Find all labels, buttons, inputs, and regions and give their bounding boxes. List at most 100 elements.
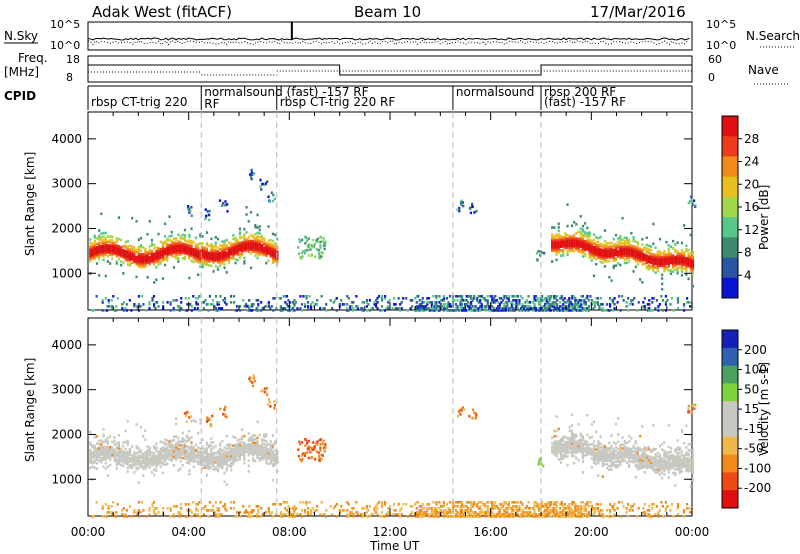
- data-cell: [161, 453, 165, 457]
- data-cell: [650, 257, 653, 261]
- data-cell: [654, 255, 657, 258]
- data-cell: [302, 500, 305, 504]
- data-cell: [255, 513, 258, 516]
- data-cell: [568, 303, 571, 306]
- data-cell: [106, 436, 110, 440]
- data-cell: [128, 464, 132, 467]
- data-cell: [144, 263, 147, 267]
- data-cell: [430, 305, 433, 308]
- data-cell: [515, 303, 518, 306]
- data-cell: [205, 231, 209, 234]
- data-cell: [661, 282, 664, 286]
- data-cell: [426, 503, 429, 506]
- data-cell: [459, 507, 462, 510]
- data-cell: [632, 239, 635, 243]
- data-cell: [592, 454, 596, 458]
- data-cell: [647, 446, 651, 449]
- data-cell: [630, 460, 633, 463]
- data-cell: [568, 242, 571, 246]
- data-cell: [234, 252, 237, 256]
- data-cell: [102, 428, 105, 431]
- data-cell: [135, 259, 138, 263]
- data-cell: [201, 256, 204, 260]
- data-cell: [150, 239, 154, 242]
- data-cell: [285, 509, 289, 512]
- data-cell: [313, 457, 317, 461]
- data-cell: [599, 435, 602, 439]
- data-cell: [544, 309, 547, 312]
- data-cell: [216, 255, 220, 259]
- data-cell: [178, 305, 181, 308]
- data-cell: [238, 243, 242, 247]
- data-cell: [252, 448, 255, 452]
- data-cell: [551, 235, 554, 238]
- data-cell: [583, 299, 586, 302]
- data-cell: [205, 242, 209, 245]
- data-cell: [590, 241, 593, 244]
- data-cell: [125, 303, 128, 306]
- data-cell: [658, 453, 662, 457]
- data-cell: [676, 241, 679, 244]
- data-cell: [442, 505, 446, 508]
- data-cell: [429, 309, 432, 312]
- data-cell: [474, 415, 478, 419]
- data-cell: [203, 252, 206, 255]
- data-cell: [583, 303, 586, 306]
- data-cell: [205, 256, 209, 259]
- data-cell: [247, 453, 250, 457]
- data-cell: [109, 454, 112, 458]
- data-cell: [568, 238, 571, 242]
- data-cell: [210, 451, 213, 455]
- data-cell: [665, 460, 668, 463]
- data-cell: [459, 307, 462, 310]
- data-cell: [256, 436, 259, 440]
- data-cell: [639, 258, 642, 262]
- data-cell: [678, 261, 681, 264]
- data-cell: [654, 246, 657, 250]
- data-cell: [619, 452, 622, 456]
- data-cell: [623, 445, 626, 448]
- data-cell: [528, 301, 532, 304]
- data-cell: [104, 238, 107, 242]
- data-cell: [146, 445, 149, 448]
- data-cell: [559, 249, 563, 252]
- data-cell: [312, 238, 315, 242]
- data-cell: [122, 441, 125, 444]
- data-cell: [238, 448, 242, 452]
- data-cell: [223, 241, 226, 245]
- data-cell: [595, 246, 598, 250]
- data-cell: [102, 433, 105, 436]
- data-cell: [166, 244, 169, 248]
- data-cell: [175, 256, 178, 260]
- data-cell: [219, 458, 222, 462]
- data-cell: [192, 253, 195, 257]
- data-cell: [169, 515, 172, 518]
- data-cell: [212, 464, 215, 468]
- data-cell: [212, 453, 215, 457]
- data-cell: [232, 234, 235, 237]
- data-cell: [109, 458, 112, 462]
- data-cell: [556, 294, 559, 298]
- data-cell: [555, 249, 558, 253]
- data-cell: [592, 249, 596, 253]
- data-cell: [251, 509, 254, 512]
- data-cell: [510, 301, 513, 304]
- data-cell: [411, 505, 414, 508]
- data-cell: [680, 261, 684, 265]
- data-cell: [618, 294, 621, 298]
- data-cell: [230, 456, 233, 459]
- data-cell: [461, 406, 464, 410]
- data-cell: [248, 513, 251, 516]
- data-cell: [454, 303, 458, 306]
- data-cell: [595, 459, 598, 462]
- data-cell: [201, 245, 204, 249]
- data-cell: [645, 461, 648, 464]
- data-cell: [674, 484, 677, 487]
- data-cell: [93, 459, 96, 462]
- data-cell: [683, 258, 686, 261]
- data-cell: [150, 251, 154, 255]
- data-cell: [272, 193, 275, 197]
- data-cell: [663, 440, 666, 444]
- data-cell: [214, 307, 218, 310]
- data-cell: [519, 307, 523, 310]
